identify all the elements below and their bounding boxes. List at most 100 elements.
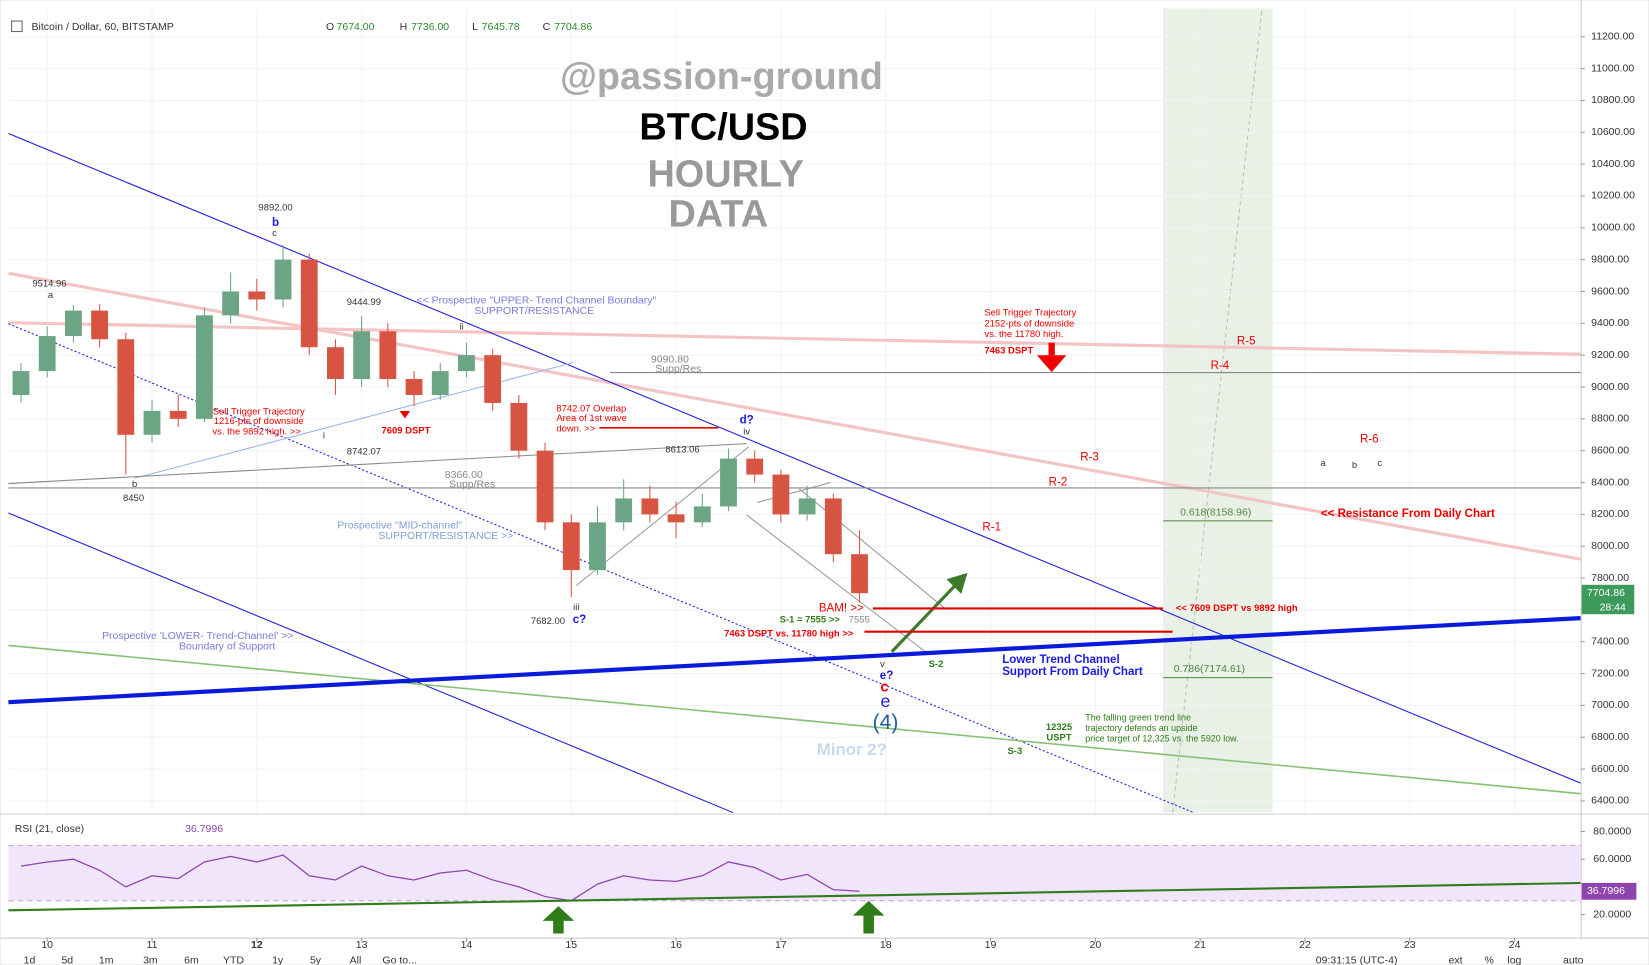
- collapse-icon[interactable]: [11, 20, 23, 33]
- arrow: [890, 580, 961, 653]
- rsi-trend-line: [8, 881, 1581, 912]
- annotation: 9444.99: [347, 297, 381, 308]
- candle-body: [615, 498, 633, 523]
- annotation: << Resistance From Daily Chart: [1321, 508, 1495, 520]
- annotation: Lower Trend Channel: [1002, 654, 1119, 666]
- y-tick-label: 7800.00: [1591, 572, 1629, 584]
- candle-body: [12, 371, 30, 395]
- trend-line: [8, 616, 1581, 705]
- ohlc-key: L: [472, 21, 478, 33]
- toolbar-button[interactable]: All: [350, 955, 362, 965]
- y-tick-label: 8400.00: [1591, 476, 1629, 488]
- annotation: Sell Trigger Trajectory: [984, 308, 1076, 319]
- candle-body: [379, 331, 397, 380]
- toolbar-button[interactable]: 1m: [99, 955, 114, 965]
- annotation: e: [881, 691, 891, 711]
- annotation: SUPPORT/RESISTANCE >>: [378, 530, 513, 542]
- x-tick-label: 16: [670, 939, 682, 951]
- annotation: e?: [880, 670, 893, 682]
- annotation: b: [272, 217, 279, 229]
- countdown: 28:44: [1600, 602, 1626, 614]
- toolbar-button[interactable]: Go to...: [382, 955, 416, 965]
- annotation: R-1: [982, 522, 1001, 534]
- x-tick-label: 22: [1299, 939, 1311, 951]
- y-tick-label: 10800.00: [1591, 94, 1635, 106]
- last-price-box: [1581, 584, 1635, 615]
- y-tick-label: 11200.00: [1591, 31, 1634, 43]
- toolbar-button[interactable]: YTD: [223, 955, 244, 965]
- trend-line: [8, 321, 1581, 356]
- y-tick-label: 7200.00: [1591, 667, 1629, 679]
- up-arrow: [852, 900, 885, 934]
- annotation: Prospective 'LOWER- Trend-Channel' >>: [102, 630, 293, 642]
- rsi-band: [8, 845, 1581, 901]
- trend-line: [746, 514, 926, 653]
- up-arrow: [542, 906, 575, 934]
- toolbar-button[interactable]: 5y: [310, 955, 322, 965]
- annotation: R-4: [1211, 360, 1230, 372]
- candle-body: [64, 310, 82, 337]
- y-tick-label: 7000.00: [1591, 699, 1629, 711]
- annotation: 7682.00: [531, 616, 565, 627]
- toolbar-button[interactable]: 1d: [24, 955, 36, 965]
- candle-body: [562, 522, 580, 571]
- candle-body: [38, 336, 56, 372]
- annotation: vs. the 11780 high.: [984, 329, 1063, 340]
- y-tick-label: 6600.00: [1591, 763, 1629, 775]
- annotation: d?: [740, 415, 754, 427]
- candle-body: [641, 498, 659, 515]
- annotation: @passion-ground: [560, 56, 883, 98]
- rsi-title: RSI (21, close): [15, 823, 84, 835]
- last-price-label: 7704.86: [1587, 587, 1625, 599]
- y-tick-label: 9400.00: [1591, 317, 1629, 329]
- annotation: trajectory defends an upside: [1085, 723, 1197, 733]
- toolbar-button[interactable]: ext: [1448, 955, 1462, 965]
- annotation: R-6: [1360, 433, 1379, 445]
- annotation: iv: [743, 427, 750, 438]
- y-tick-label: 8800.00: [1591, 413, 1629, 425]
- y-tick-label: 6800.00: [1591, 731, 1629, 743]
- toolbar-button[interactable]: 6m: [184, 955, 199, 965]
- toolbar-button[interactable]: 5d: [61, 955, 73, 965]
- toolbar-button[interactable]: %: [1484, 955, 1493, 965]
- annotation: price target of 12,325 vs. the 5920 low.: [1085, 733, 1238, 743]
- annotation: b: [1352, 460, 1357, 471]
- annotation: SUPPORT/RESISTANCE: [474, 305, 594, 317]
- y-tick-label: 10200.00: [1591, 190, 1635, 202]
- toolbar-button[interactable]: 09:31:15 (UTC-4): [1316, 955, 1398, 965]
- rsi-decor: [8, 881, 1581, 934]
- annotation: BAM! >>: [819, 603, 864, 615]
- y-tick-label: 6400.00: [1591, 795, 1629, 807]
- trend-line: [798, 488, 947, 611]
- toolbar-button[interactable]: 1y: [272, 955, 284, 965]
- toolbar-button[interactable]: 3m: [143, 955, 158, 965]
- x-tick-label: 20: [1090, 939, 1102, 951]
- candle-body: [248, 291, 266, 300]
- annotation: 8613.06: [665, 444, 699, 455]
- y-tick-label: 10400.00: [1591, 158, 1635, 170]
- annotation: 9514.96: [32, 278, 66, 289]
- candle-body: [117, 339, 135, 435]
- toolbar-button[interactable]: log: [1507, 955, 1521, 965]
- y-tick-label: 9200.00: [1591, 349, 1629, 361]
- ohlc-value: 7645.78: [482, 21, 520, 33]
- symbol-title[interactable]: Bitcoin / Dollar, 60, BITSTAMP: [32, 21, 174, 33]
- annotation: 12325: [1046, 722, 1072, 733]
- annotation: 9892.00: [258, 203, 292, 214]
- candle-body: [484, 355, 502, 403]
- arrow-head: [399, 411, 411, 419]
- trend-line: [8, 512, 734, 814]
- ohlc-key: H: [400, 21, 408, 33]
- toolbar-button[interactable]: auto: [1563, 955, 1584, 965]
- candle-body: [536, 450, 554, 523]
- ohlc-key: O: [326, 21, 334, 33]
- time-zone: [1163, 8, 1273, 813]
- x-tick-label: 13: [356, 939, 368, 951]
- y-tick-label: 20.0000: [1593, 908, 1631, 920]
- annotation: Boundary of Support: [179, 640, 275, 652]
- annotation: BTC/USD: [639, 106, 807, 148]
- candle-body: [746, 458, 764, 475]
- annotation: 7555: [849, 615, 870, 626]
